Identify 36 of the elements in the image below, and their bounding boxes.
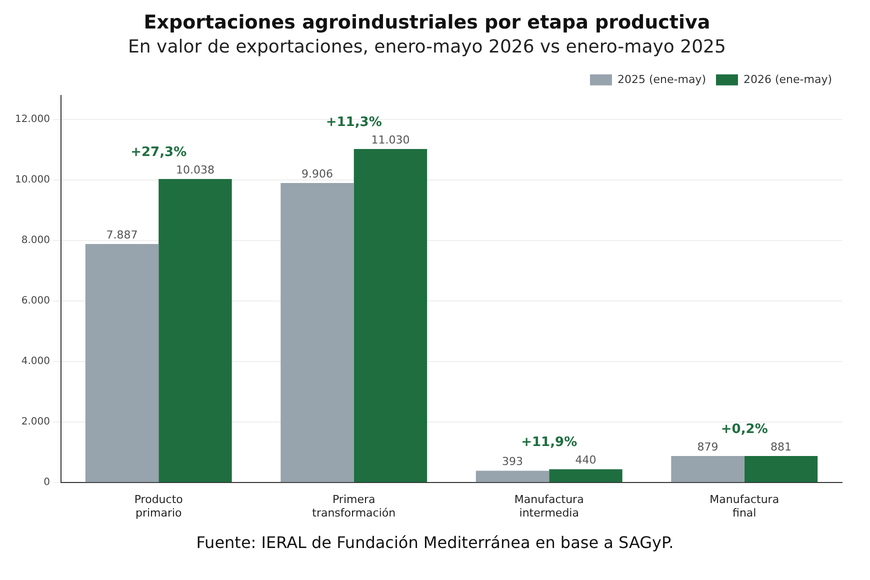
annotation: +11,3% bbox=[326, 114, 382, 130]
data-label: 7.887 bbox=[106, 228, 138, 242]
y-tick-label: 0 bbox=[44, 477, 50, 488]
bar bbox=[744, 456, 818, 482]
data-label: 440 bbox=[575, 454, 596, 467]
y-tick-label: 8.000 bbox=[21, 235, 50, 246]
bar bbox=[85, 244, 159, 482]
data-label: 393 bbox=[502, 455, 524, 468]
legend-label: 2026 (ene-may) bbox=[743, 72, 832, 86]
bar bbox=[549, 469, 622, 482]
legend-label: 2025 (ene-may) bbox=[617, 72, 706, 86]
x-tick-label: Producto primario bbox=[134, 493, 184, 520]
bar bbox=[280, 182, 354, 482]
bar bbox=[476, 470, 550, 482]
data-label: 881 bbox=[770, 440, 792, 454]
y-tick-label: 12.000 bbox=[14, 114, 50, 126]
x-tick-label: Manufactura final bbox=[710, 493, 780, 520]
data-label: 9.906 bbox=[302, 167, 334, 180]
annotation: +0,2% bbox=[720, 422, 768, 437]
data-label: 11.030 bbox=[371, 133, 410, 146]
data-label: 879 bbox=[697, 440, 718, 454]
source-note: Fuente: IERAL de Fundación Mediterránea en base a SAGyP. bbox=[195, 533, 675, 552]
annotation: +27,3% bbox=[130, 144, 187, 160]
y-tick-label: 4.000 bbox=[21, 356, 50, 368]
x-tick-label: Manufactura intermedia bbox=[514, 493, 584, 520]
bar bbox=[671, 456, 744, 482]
x-tick-label: Primera transformación bbox=[312, 493, 396, 520]
data-label: 10.038 bbox=[176, 163, 214, 176]
chart-title: Exportaciones agroindustriales por etapa productiva bbox=[144, 11, 710, 34]
bar bbox=[354, 148, 428, 482]
y-tick-label: 10.000 bbox=[14, 174, 50, 186]
y-tick-label: 2.000 bbox=[21, 416, 50, 428]
chart-subtitle: En valor de exportaciones, enero-mayo 2026 vs enero-mayo 2025 bbox=[128, 36, 726, 58]
bar bbox=[158, 178, 232, 482]
y-tick-label: 6.000 bbox=[21, 296, 50, 307]
annotation: +11,9% bbox=[521, 435, 578, 450]
